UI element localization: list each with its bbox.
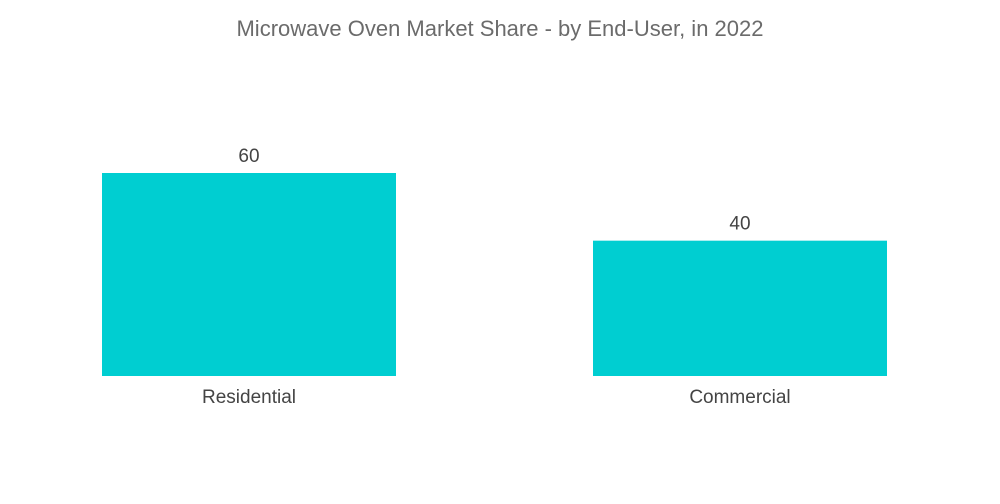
chart-title: Microwave Oven Market Share - by End-Use… (236, 16, 764, 41)
bar-commercial (593, 240, 887, 376)
value-label-residential: 60 (238, 146, 259, 167)
category-label-commercial: Commercial (689, 387, 790, 408)
value-label-commercial: 40 (729, 214, 750, 235)
category-label-residential: Residential (202, 387, 296, 408)
bar-residential (102, 173, 396, 376)
